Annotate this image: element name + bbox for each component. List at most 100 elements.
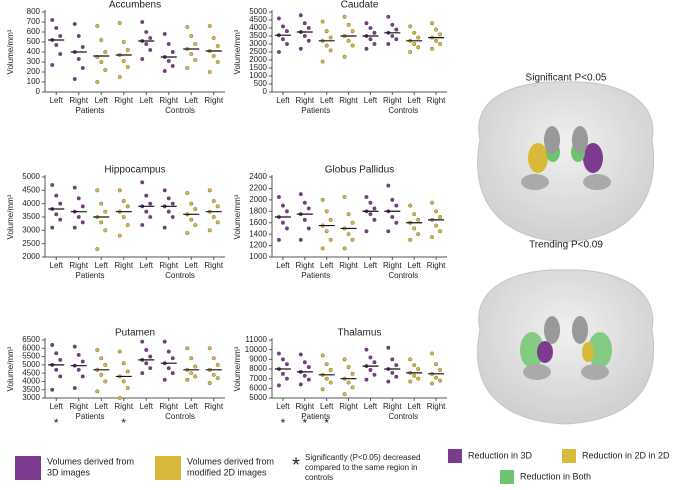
data-point: [144, 209, 149, 214]
data-point: [324, 376, 329, 381]
x-tick-label: Right: [383, 261, 402, 270]
data-point: [306, 226, 311, 231]
y-tick-label: 0: [263, 87, 268, 96]
data-point: [58, 52, 63, 56]
data-point: [211, 199, 216, 203]
data-point: [346, 22, 351, 27]
data-point: [350, 43, 355, 48]
y-tick-label: 3500: [22, 212, 40, 221]
data-point: [99, 356, 104, 361]
y-tick-label: 1000: [249, 71, 267, 80]
data-point: [211, 372, 216, 377]
x-tick-label: Right: [295, 261, 314, 270]
data-point: [166, 349, 171, 354]
x-tick-label: Right: [114, 96, 133, 105]
data-point: [95, 24, 100, 28]
data-point: [438, 215, 443, 219]
data-point: [54, 212, 59, 217]
group-label: Controls: [388, 271, 418, 280]
data-point: [148, 36, 153, 40]
data-point: [80, 220, 85, 225]
chart-title: Putamen: [115, 328, 155, 339]
legend-label: Reduction in 2D in 2D: [582, 450, 670, 460]
data-point: [140, 20, 145, 24]
data-point: [99, 60, 104, 64]
x-tick-label: Right: [204, 402, 223, 411]
data-point: [306, 377, 311, 382]
data-point: [103, 228, 108, 233]
data-point: [207, 188, 212, 193]
data-point: [368, 37, 373, 42]
y-tick-label: 6000: [249, 383, 267, 392]
data-point: [185, 346, 190, 351]
data-point: [99, 220, 104, 225]
x-tick-label: Left: [95, 261, 109, 270]
data-point: [148, 48, 153, 52]
legend-label: Volumes derived from: [47, 456, 134, 466]
y-axis-label: Volume/mm³: [233, 346, 242, 391]
data-point: [166, 59, 171, 63]
data-point: [276, 351, 281, 356]
legend-label: Reduction in 3D: [468, 450, 533, 460]
data-point: [72, 225, 77, 230]
data-point: [189, 217, 194, 222]
data-point: [298, 382, 303, 387]
data-point: [103, 362, 108, 367]
data-point: [144, 193, 149, 198]
data-point: [364, 229, 369, 234]
data-point: [342, 246, 347, 251]
data-point: [148, 354, 153, 359]
data-point: [320, 19, 325, 24]
data-point: [148, 366, 153, 371]
data-point: [350, 29, 355, 34]
data-point: [76, 196, 81, 201]
data-point: [103, 50, 108, 54]
legend-note: Significantly (P<0.05) decreased: [305, 453, 420, 462]
data-point: [346, 232, 351, 237]
data-point: [80, 359, 85, 364]
data-point: [430, 200, 435, 205]
group-label: Controls: [388, 106, 418, 115]
data-point: [76, 34, 81, 38]
data-point: [342, 14, 347, 19]
y-tick-label: 200: [27, 67, 41, 76]
data-point: [342, 392, 347, 397]
data-point: [170, 50, 175, 54]
data-point: [328, 48, 333, 53]
y-tick-label: 400: [27, 47, 41, 56]
y-tick-label: 1500: [249, 63, 267, 72]
data-point: [95, 188, 100, 193]
data-point: [416, 35, 421, 40]
x-tick-label: Right: [159, 261, 178, 270]
data-point: [298, 46, 303, 51]
data-point: [302, 360, 307, 365]
chart-title: Hippocampus: [104, 165, 165, 176]
chart-title: Caudate: [341, 0, 379, 11]
x-tick-label: Right: [204, 96, 223, 105]
data-point: [390, 370, 395, 375]
data-point: [76, 352, 81, 357]
data-point: [50, 225, 55, 230]
y-tick-label: 2000: [22, 252, 40, 261]
data-point: [76, 57, 81, 61]
data-point: [438, 229, 443, 234]
data-point: [430, 21, 435, 26]
data-point: [121, 215, 126, 219]
data-point: [324, 362, 329, 367]
group-label: Patients: [301, 412, 330, 421]
data-point: [125, 204, 130, 209]
data-point: [328, 237, 333, 242]
x-tick-label: Right: [427, 96, 446, 105]
y-axis-label: Volume/mm³: [233, 194, 242, 239]
data-point: [438, 42, 443, 46]
x-tick-label: Left: [140, 402, 154, 411]
x-tick-label: Right: [69, 261, 88, 270]
x-tick-label: Left: [320, 261, 334, 270]
x-tick-label: Right: [295, 96, 314, 105]
data-point: [408, 50, 413, 54]
data-point: [390, 22, 395, 27]
data-point: [121, 59, 126, 63]
data-point: [121, 199, 126, 203]
data-point: [76, 215, 81, 219]
x-tick-label: Left: [50, 96, 64, 105]
